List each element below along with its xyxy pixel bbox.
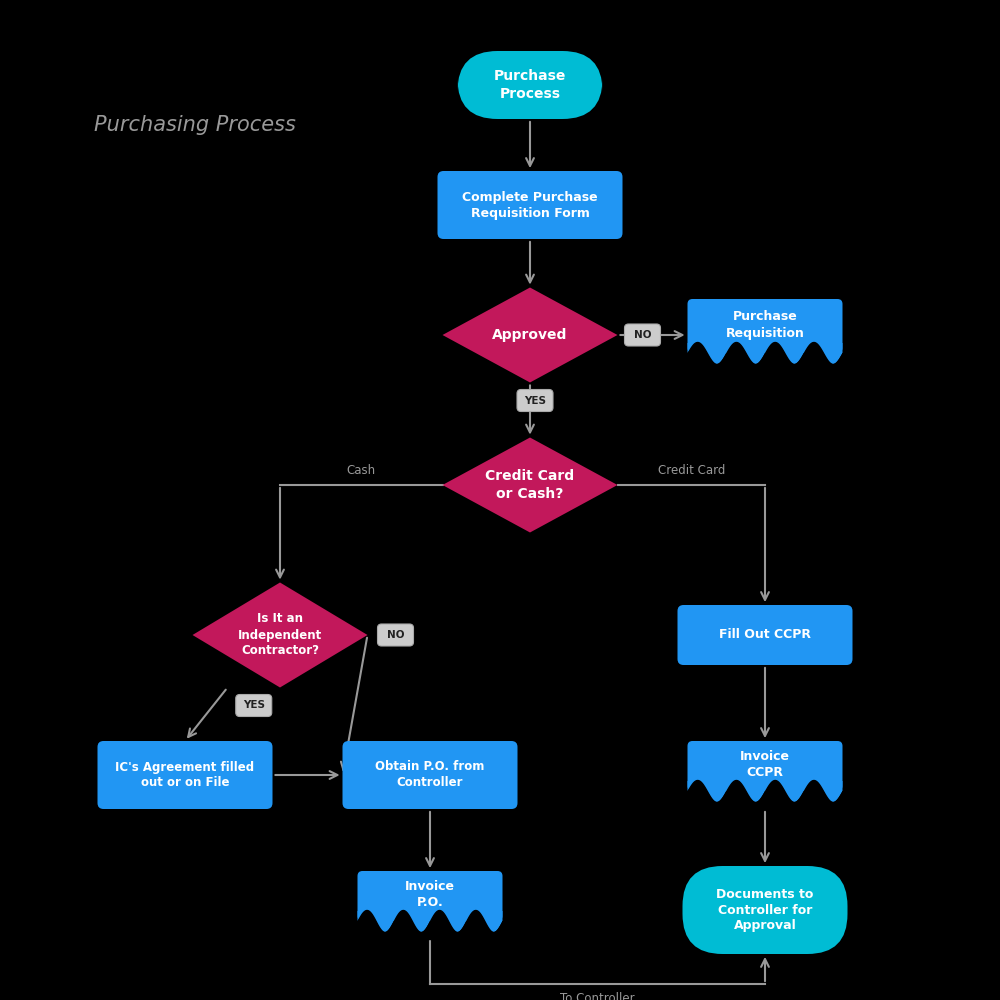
FancyBboxPatch shape	[458, 51, 602, 119]
Text: Purchase
Requisition: Purchase Requisition	[726, 310, 804, 340]
FancyBboxPatch shape	[688, 299, 842, 353]
Text: YES: YES	[243, 700, 265, 710]
FancyBboxPatch shape	[98, 741, 272, 809]
FancyBboxPatch shape	[688, 741, 842, 791]
FancyBboxPatch shape	[678, 605, 852, 665]
Text: NO: NO	[634, 330, 651, 340]
Text: YES: YES	[524, 395, 546, 406]
FancyBboxPatch shape	[682, 866, 848, 954]
Text: Credit Card
or Cash?: Credit Card or Cash?	[485, 469, 575, 501]
Polygon shape	[442, 288, 618, 382]
FancyBboxPatch shape	[438, 171, 622, 239]
FancyBboxPatch shape	[236, 694, 272, 716]
Text: Fill Out CCPR: Fill Out CCPR	[719, 629, 811, 642]
Text: Documents to
Controller for
Approval: Documents to Controller for Approval	[716, 888, 814, 932]
Text: Invoice
CCPR: Invoice CCPR	[740, 750, 790, 780]
Text: Cash: Cash	[347, 464, 376, 477]
Text: Approved: Approved	[492, 328, 568, 342]
FancyBboxPatch shape	[517, 389, 553, 412]
Text: To Controller: To Controller	[560, 992, 635, 1000]
FancyBboxPatch shape	[358, 871, 502, 921]
Polygon shape	[688, 780, 842, 802]
FancyBboxPatch shape	[342, 741, 518, 809]
Text: IC's Agreement filled
out or on File: IC's Agreement filled out or on File	[115, 760, 255, 790]
Text: Complete Purchase
Requisition Form: Complete Purchase Requisition Form	[462, 190, 598, 220]
Text: Credit Card: Credit Card	[658, 464, 725, 477]
Polygon shape	[688, 342, 842, 364]
FancyBboxPatch shape	[624, 324, 661, 346]
Polygon shape	[442, 438, 618, 532]
Polygon shape	[358, 910, 502, 932]
Text: Obtain P.O. from
Controller: Obtain P.O. from Controller	[375, 760, 485, 790]
Text: Is It an
Independent
Contractor?: Is It an Independent Contractor?	[238, 612, 322, 658]
Text: Purchasing Process: Purchasing Process	[94, 115, 296, 135]
Text: Purchase
Process: Purchase Process	[494, 69, 566, 101]
Text: NO: NO	[387, 630, 404, 640]
Polygon shape	[193, 582, 368, 688]
FancyBboxPatch shape	[378, 624, 414, 646]
Text: Invoice
P.O.: Invoice P.O.	[405, 880, 455, 910]
